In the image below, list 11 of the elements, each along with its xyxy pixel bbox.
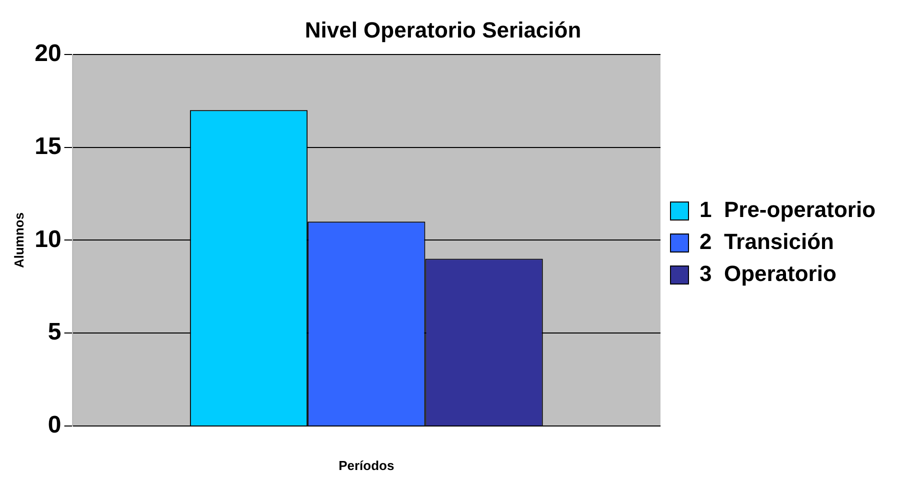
y-tick-label: 0 <box>48 412 62 439</box>
y-tick-label: 15 <box>34 132 62 160</box>
y-axis-title: Alumnos <box>11 212 26 268</box>
legend-label: 1 Pre-operatorio <box>700 197 876 222</box>
legend-label: 3 Operatorio <box>700 261 836 286</box>
y-tick-label: 5 <box>48 318 62 346</box>
legend-label: 2 Transición <box>700 229 834 254</box>
y-tick-label: 20 <box>34 40 62 68</box>
x-axis-title: Períodos <box>338 458 394 473</box>
y-tick-label: 10 <box>34 226 62 253</box>
chart-title: Nivel Operatorio Seriación <box>304 17 582 42</box>
